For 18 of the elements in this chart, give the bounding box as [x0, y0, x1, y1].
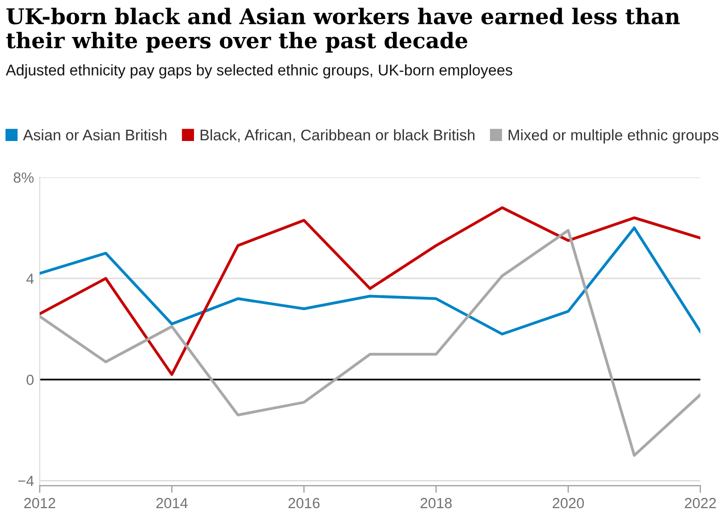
y-tick-label: 4	[26, 274, 34, 284]
x-tick-label: 2022	[684, 498, 716, 508]
line-series	[40, 226, 700, 336]
chart-title: UK-born black and Asian workers have earned less than their white peers over the past decade	[6, 8, 680, 53]
y-tick-label: 0	[26, 374, 34, 385]
legend-label: Asian or Asian British	[23, 129, 166, 140]
y-tick-label: −4	[18, 476, 34, 486]
legend-label: Mixed or multiple ethnic groups	[508, 129, 718, 144]
x-tick-label: 2018	[420, 498, 452, 508]
x-tick-label: 2012	[24, 498, 56, 508]
x-tick-label: 2016	[288, 498, 320, 508]
legend-label: Black, African, Caribbean or black British	[200, 129, 474, 142]
chart-subtitle: Adjusted ethnicity pay gaps by selected ethnic groups, UK-born employees	[6, 64, 512, 78]
x-tick-label: 2020	[552, 498, 584, 508]
x-tick-label: 2014	[156, 498, 188, 508]
line-series	[40, 206, 700, 376]
y-tick-label: 8%	[14, 172, 34, 183]
line-series	[40, 229, 700, 457]
